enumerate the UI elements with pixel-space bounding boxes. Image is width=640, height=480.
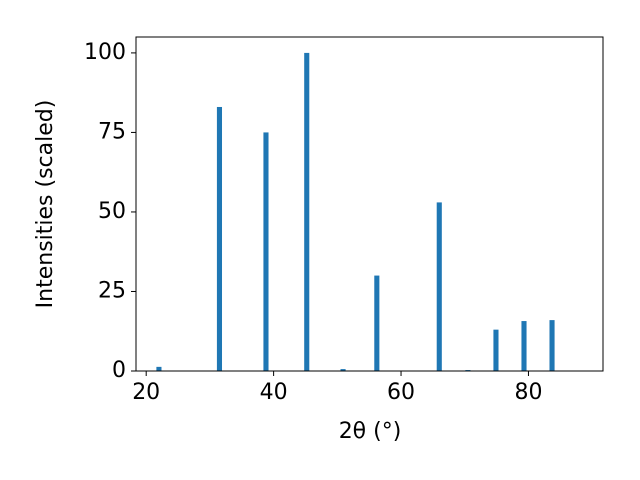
x-tick-label: 80 [514,380,542,405]
bar [521,321,527,371]
y-tick-label: 50 [98,199,126,224]
x-tick-label: 20 [132,380,160,405]
y-tick-label: 100 [84,40,126,65]
bar [374,275,380,371]
x-axis-label: 2θ (°) [339,419,402,444]
x-tick-label: 60 [387,380,415,405]
y-tick-label: 25 [98,278,126,303]
bar [216,106,223,371]
bar [304,52,310,372]
y-tick-label: 75 [98,119,126,144]
bar [493,329,499,371]
bar [436,202,442,371]
y-tick-label: 0 [112,358,126,383]
bar [340,369,346,371]
bar [156,366,162,371]
x-tick-label: 40 [260,380,288,405]
y-axis-label: Intensities (scaled) [33,100,58,309]
plot-frame [135,36,604,372]
bar [263,132,269,371]
bar [549,320,555,371]
